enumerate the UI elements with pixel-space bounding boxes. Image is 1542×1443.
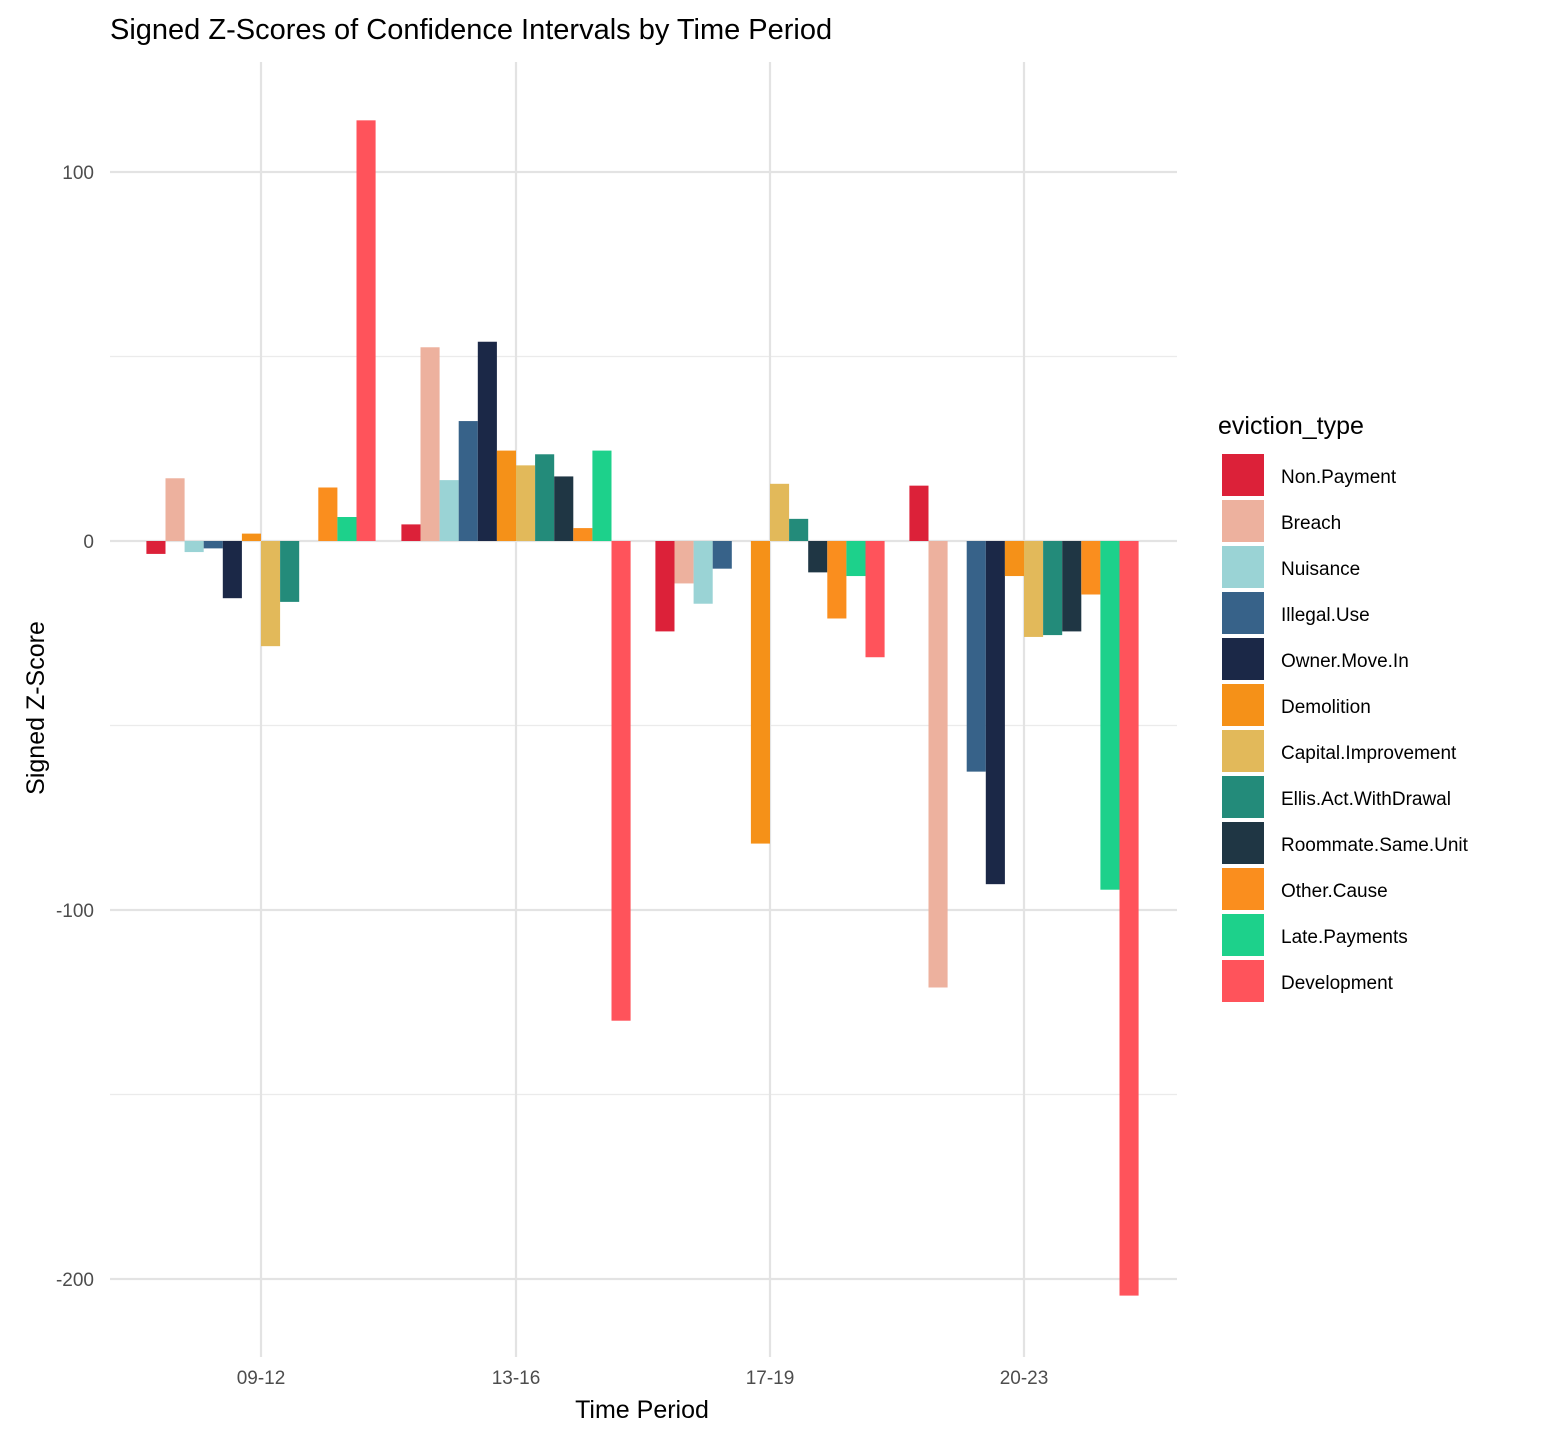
legend: Non.Payment Breach Nuisance Illegal.Use Owne… [1222,454,1469,1002]
bar-illegal-use-13-16 [458,421,478,541]
x-tick-label: 20-23 [1000,1368,1049,1389]
legend-key-other-cause [1222,868,1264,910]
legend-label: Ellis.Act.WithDrawal [1281,789,1451,810]
bar-other-cause-17-19 [827,541,847,619]
legend-key-illegal-use [1222,592,1264,634]
bar-development-13-16 [611,541,631,1021]
legend-key-demolition [1222,684,1264,726]
legend-key-development [1222,960,1264,1002]
y-axis-label: Signed Z-Score [22,621,50,795]
axes: 100 0 -100 -200 09-12 13-16 17-19 20-23 [56,163,1048,1389]
bar-development-20-23 [1119,541,1139,1296]
bar-breach-13-16 [420,347,440,541]
bar-demolition-13-16 [496,450,516,541]
bar-breach-20-23 [928,541,948,988]
bar-ellis-act-withdrawal-20-23 [1043,541,1063,636]
bar-illegal-use-20-23 [966,541,986,772]
x-tick-label: 13-16 [492,1368,541,1389]
bar-late-payments-09-12 [337,517,357,541]
bar-breach-09-12 [165,478,185,541]
bar-owner-move-in-20-23 [985,541,1005,885]
bar-late-payments-17-19 [846,541,866,577]
legend-key-ellis-act-withdrawal [1222,776,1264,818]
bar-other-cause-20-23 [1081,541,1101,595]
bar-demolition-17-19 [750,541,770,844]
bars [146,120,1139,1296]
y-tick-label: -100 [56,901,94,922]
bar-other-cause-09-12 [318,487,338,541]
bar-nuisance-13-16 [439,480,459,541]
bar-illegal-use-17-19 [712,541,732,569]
bar-non-payment-17-19 [655,541,675,632]
legend-label: Nuisance [1281,559,1360,580]
y-tick-label: 100 [62,163,94,184]
bar-ellis-act-withdrawal-09-12 [280,541,300,602]
legend-key-capital-improvement [1222,730,1264,772]
legend-label: Late.Payments [1281,927,1408,948]
bar-other-cause-13-16 [573,528,593,541]
y-tick-label: 0 [83,532,94,553]
bar-capital-improvement-17-19 [770,483,790,541]
bar-capital-improvement-09-12 [261,541,281,647]
bar-illegal-use-09-12 [203,541,223,549]
bar-demolition-20-23 [1004,541,1024,577]
bar-roommate-same-unit-17-19 [808,541,828,573]
legend-title: eviction_type [1218,412,1364,440]
legend-label: Illegal.Use [1281,605,1370,626]
legend-label: Owner.Move.In [1281,651,1409,672]
bar-ellis-act-withdrawal-13-16 [535,454,555,541]
x-tick-label: 17-19 [746,1368,795,1389]
legend-key-roommate-same-unit [1222,822,1264,864]
legend-label: Development [1281,973,1394,994]
bar-owner-move-in-09-12 [222,541,242,599]
bar-nuisance-17-19 [693,541,713,604]
x-axis-label: Time Period [575,1396,709,1424]
x-tick-label: 09-12 [237,1368,286,1389]
legend-label: Other.Cause [1281,881,1388,902]
legend-key-non-payment [1222,454,1264,496]
bar-non-payment-09-12 [146,541,166,554]
bar-owner-move-in-13-16 [477,341,497,541]
bar-capital-improvement-20-23 [1024,541,1044,637]
legend-label: Non.Payment [1281,467,1397,488]
bar-late-payments-20-23 [1100,541,1120,890]
legend-key-nuisance [1222,546,1264,588]
bar-non-payment-13-16 [401,524,421,541]
bar-non-payment-20-23 [909,485,929,541]
bar-roommate-same-unit-20-23 [1062,541,1082,632]
legend-label: Demolition [1281,697,1371,718]
legend-key-late-payments [1222,914,1264,956]
chart-title: Signed Z-Scores of Confidence Intervals … [110,14,832,46]
legend-label: Breach [1281,513,1341,534]
bar-capital-improvement-13-16 [516,465,536,541]
bar-roommate-same-unit-13-16 [554,476,574,541]
legend-label: Roommate.Same.Unit [1281,835,1469,856]
bar-nuisance-09-12 [184,541,204,553]
bar-breach-17-19 [674,541,694,584]
bar-late-payments-13-16 [592,450,612,541]
bar-demolition-09-12 [241,533,261,541]
legend-key-breach [1222,500,1264,542]
grid [110,62,1177,1357]
bar-development-17-19 [865,541,885,658]
bar-ellis-act-withdrawal-17-19 [789,518,809,541]
legend-label: Capital.Improvement [1281,743,1457,764]
y-tick-label: -200 [56,1270,94,1291]
bar-development-09-12 [356,120,376,541]
legend-key-owner-move-in [1222,638,1264,680]
